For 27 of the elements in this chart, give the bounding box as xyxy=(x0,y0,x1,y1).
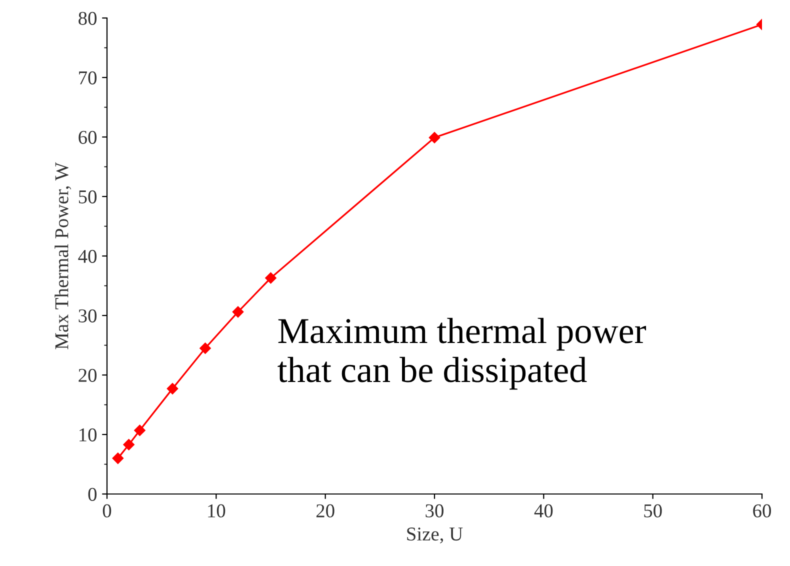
x-tick-label: 30 xyxy=(426,504,444,518)
x-tick-label: 60 xyxy=(753,504,771,518)
point xyxy=(232,306,244,318)
y-tick-label: 70 xyxy=(79,71,97,84)
y-axis-title: Max Thermal Power, W xyxy=(54,162,72,350)
y-tick-label: 40 xyxy=(78,250,97,263)
point xyxy=(112,452,124,464)
point xyxy=(428,132,440,144)
point xyxy=(166,383,178,394)
y-tick-label: 20 xyxy=(78,368,97,382)
y-tick-label: 10 xyxy=(80,428,97,442)
y-tick-label: 0 xyxy=(88,488,97,501)
x-tick-label: 10 xyxy=(208,504,226,518)
annotation: Maximum thermal power that can be dissipated xyxy=(278,318,646,390)
x-tick-label: 50 xyxy=(644,504,662,518)
x-tick-label: 0 xyxy=(102,504,112,518)
y-tick-label: 50 xyxy=(78,190,97,204)
x-tick-label: 20 xyxy=(316,504,334,518)
x-axis-title: Size, U xyxy=(407,528,463,544)
x-tick-label: 40 xyxy=(534,504,553,518)
point xyxy=(134,424,146,436)
point xyxy=(200,342,211,354)
y-tick-label: 30 xyxy=(78,309,97,322)
point xyxy=(265,272,276,284)
y-tick-label: 60 xyxy=(78,130,97,144)
y-tick-label: 80 xyxy=(78,12,97,25)
point xyxy=(123,439,134,450)
